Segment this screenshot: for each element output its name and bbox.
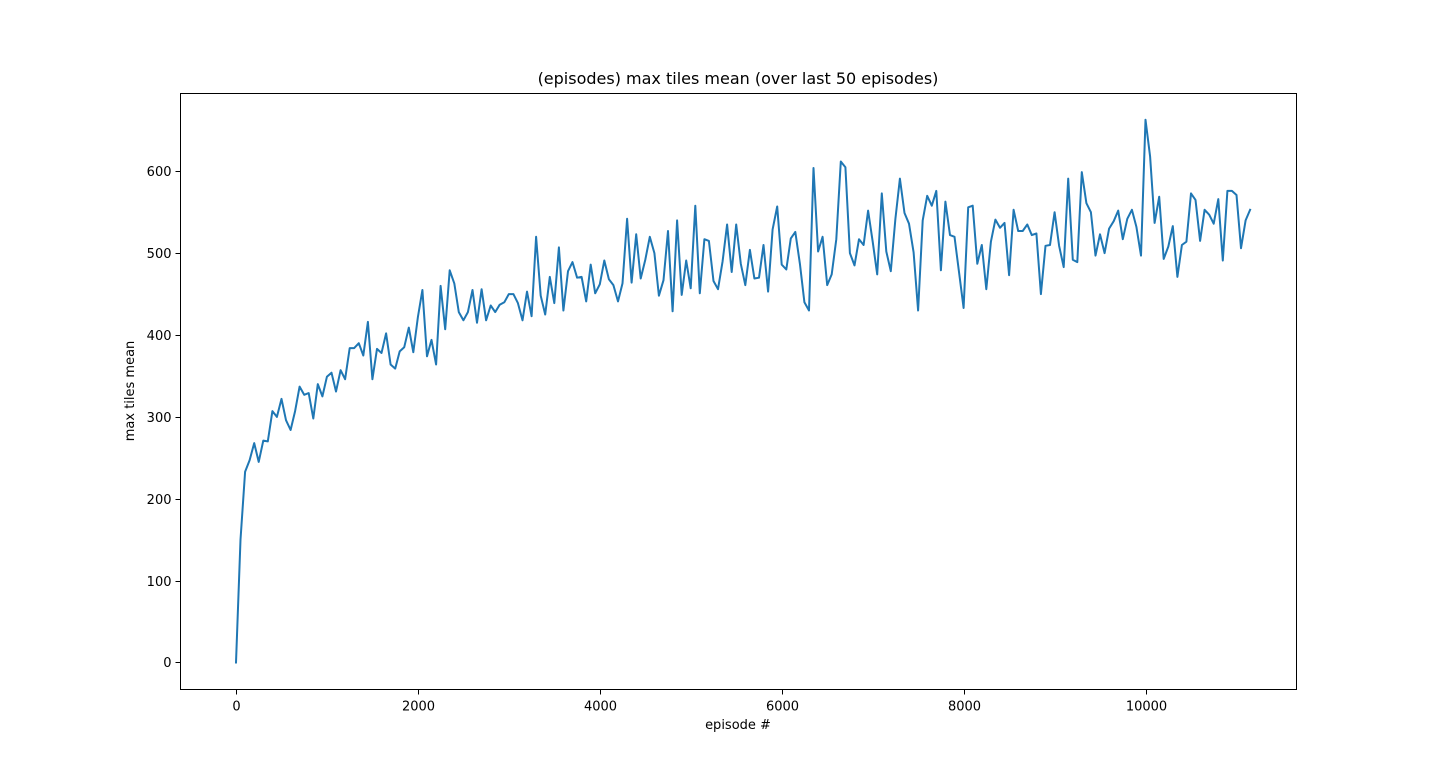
y-axis-ticks: 0 100 200 300 400 500 600: [147, 165, 181, 671]
x-tick-label: 0: [232, 700, 240, 715]
y-tick-label: 600: [147, 165, 172, 180]
chart-title: (episodes) max tiles mean (over last 50 …: [538, 69, 939, 88]
x-tick-label: 2000: [402, 700, 435, 715]
y-tick-label: 500: [147, 247, 172, 262]
plot-area: [234, 118, 1252, 664]
x-tick-label: 10000: [1126, 700, 1167, 715]
series-line: [234, 118, 1252, 664]
x-tick-label: 8000: [948, 700, 981, 715]
y-axis-label: max tiles mean: [123, 341, 138, 442]
x-axis-ticks: 0 2000 4000 6000 8000 10000: [232, 689, 1167, 715]
y-tick-label: 400: [147, 329, 172, 344]
x-tick-label: 4000: [584, 700, 617, 715]
x-axis-label: episode #: [705, 718, 771, 733]
axes-frame: [180, 93, 1297, 690]
y-tick-label: 200: [147, 493, 172, 508]
y-tick-label: 100: [147, 575, 172, 590]
y-tick-label: 300: [147, 411, 172, 426]
y-tick-label: 0: [163, 656, 171, 671]
x-tick-label: 6000: [766, 700, 799, 715]
